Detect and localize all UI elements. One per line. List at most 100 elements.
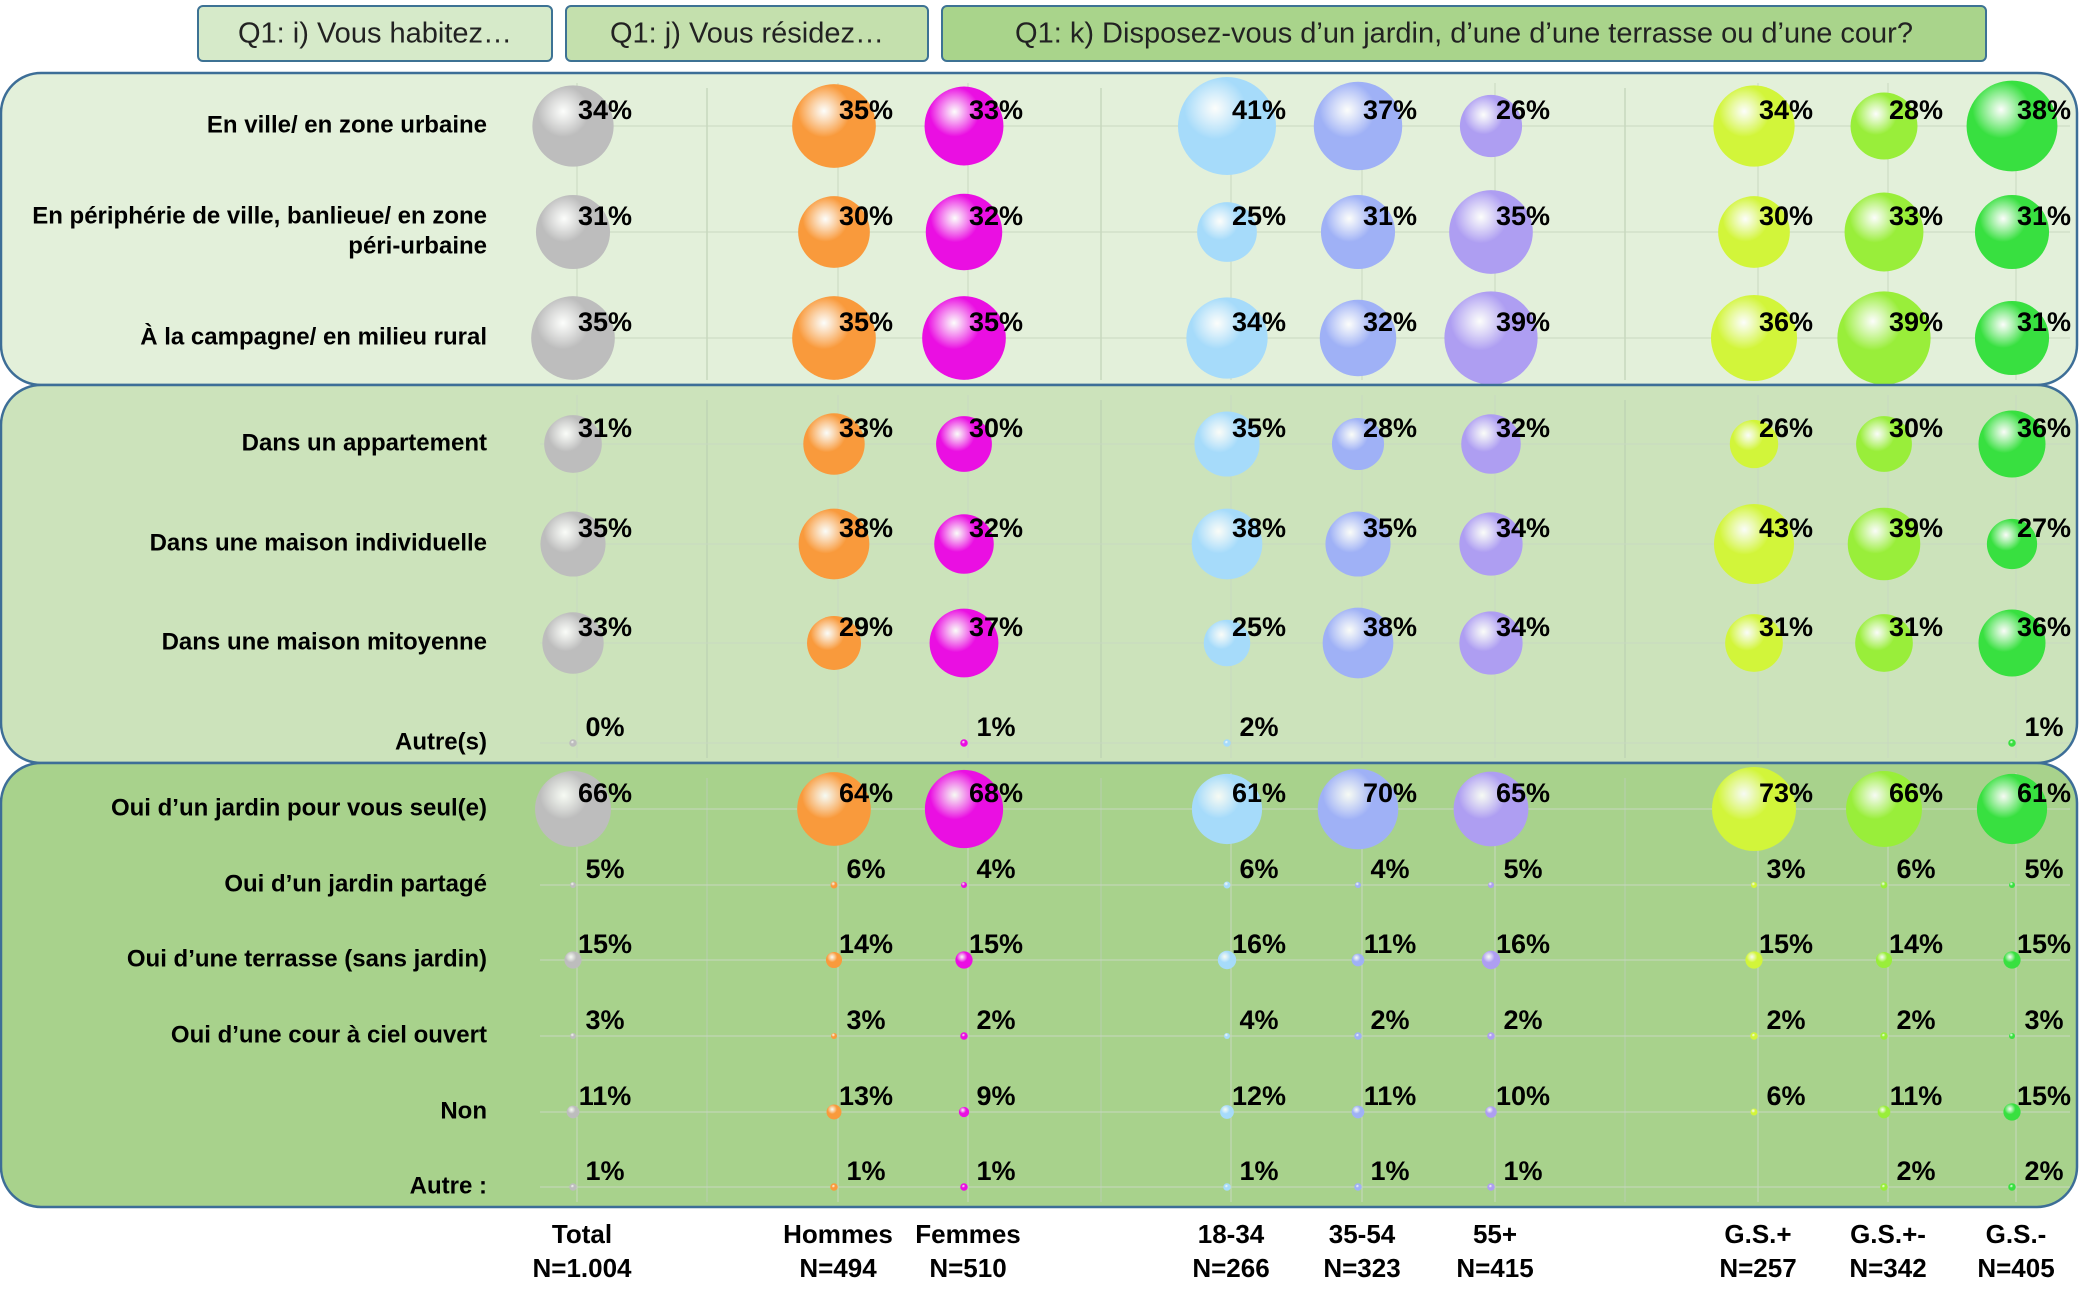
value-label: 2% — [1370, 1005, 1409, 1035]
column-n: N=1.004 — [532, 1253, 632, 1283]
bubble — [1978, 410, 2046, 478]
value-label: 39% — [1889, 307, 1943, 337]
value-label: 16% — [1496, 929, 1550, 959]
column-n: N=405 — [1977, 1253, 2054, 1283]
bubble — [1313, 81, 1403, 171]
value-label: 66% — [578, 778, 632, 808]
bubble — [1485, 1106, 1497, 1118]
bubble — [792, 296, 876, 380]
bubble — [1351, 1105, 1365, 1119]
bubble — [798, 508, 870, 580]
bubble — [1325, 511, 1391, 577]
bubble — [1453, 771, 1529, 847]
bubble — [1850, 92, 1918, 160]
bubble — [535, 194, 611, 270]
row-label: À la campagne/ en milieu rural — [140, 322, 487, 350]
column-n: N=323 — [1323, 1253, 1400, 1283]
bubble — [1986, 518, 2038, 570]
value-label: 3% — [2024, 1005, 2063, 1035]
value-label: 2% — [976, 1005, 1015, 1035]
bubble — [1718, 196, 1790, 268]
column-n: N=342 — [1849, 1253, 1926, 1283]
value-label: 33% — [1889, 201, 1943, 231]
value-label: 25% — [1232, 201, 1286, 231]
value-label: 4% — [976, 854, 1015, 884]
value-label: 36% — [1759, 307, 1813, 337]
bubble — [1846, 771, 1922, 847]
row-label: Non — [440, 1097, 487, 1124]
bubble — [1320, 194, 1396, 270]
value-label: 1% — [2024, 712, 2063, 742]
row-label: Dans une maison individuelle — [150, 529, 487, 556]
bubble — [961, 882, 967, 888]
bubble — [2009, 1033, 2015, 1039]
value-label: 70% — [1363, 778, 1417, 808]
value-label: 35% — [969, 307, 1023, 337]
bubble — [1197, 202, 1257, 262]
value-label: 15% — [2017, 929, 2071, 959]
value-label: 38% — [2017, 95, 2071, 125]
bubble — [825, 951, 843, 969]
bubble — [958, 1106, 970, 1118]
bubble — [1191, 508, 1263, 580]
column-name: G.S.+- — [1850, 1219, 1926, 1249]
value-label: 38% — [1363, 612, 1417, 642]
value-label: 9% — [976, 1081, 1015, 1111]
value-label: 36% — [2017, 413, 2071, 443]
value-label: 1% — [1370, 1156, 1409, 1186]
row-label: Autre : — [410, 1172, 487, 1199]
bubble — [1203, 619, 1251, 667]
value-label: 14% — [839, 929, 893, 959]
bubble — [830, 1183, 838, 1191]
value-label: 5% — [1503, 854, 1542, 884]
bubble — [2008, 739, 2016, 747]
bubble — [1745, 951, 1763, 969]
bubble — [570, 882, 576, 888]
bubble — [1459, 94, 1523, 158]
bubble — [1974, 300, 2050, 376]
bubble — [2003, 951, 2021, 969]
column-name: 35-54 — [1329, 1219, 1396, 1249]
value-label: 35% — [839, 307, 893, 337]
bubble — [564, 951, 582, 969]
value-label: 73% — [1759, 778, 1813, 808]
bubble — [1880, 881, 1888, 889]
value-label: 6% — [1896, 854, 1935, 884]
value-label: 11% — [1364, 1081, 1417, 1111]
value-label: 31% — [2017, 201, 2071, 231]
value-label: 30% — [1759, 201, 1813, 231]
bubble — [1459, 512, 1523, 576]
bubble — [1217, 950, 1237, 970]
bubble — [1186, 297, 1268, 379]
bubble — [1449, 190, 1533, 274]
bubble — [934, 514, 994, 574]
bubble — [1750, 1108, 1758, 1116]
value-label: 14% — [1889, 929, 1943, 959]
value-label: 30% — [969, 413, 1023, 443]
tab — [941, 5, 1987, 62]
bubble — [1837, 291, 1931, 385]
bubble — [1974, 194, 2050, 270]
bubble — [924, 769, 1004, 849]
bubble — [1223, 739, 1231, 747]
row-label: Dans une maison mitoyenne — [162, 628, 487, 655]
value-label: 28% — [1889, 95, 1943, 125]
value-label: 34% — [1759, 95, 1813, 125]
bubble — [1223, 1183, 1231, 1191]
value-label: 35% — [578, 513, 632, 543]
bubble — [936, 416, 992, 472]
value-label: 31% — [2017, 307, 2071, 337]
column-name: G.S.+ — [1724, 1219, 1791, 1249]
value-label: 38% — [1232, 513, 1286, 543]
value-label: 31% — [578, 413, 632, 443]
value-label: 32% — [1496, 413, 1550, 443]
bubble — [1847, 507, 1921, 581]
bubble — [1729, 419, 1779, 469]
value-label: 30% — [1889, 413, 1943, 443]
bubble — [803, 413, 865, 475]
value-label: 2% — [1896, 1005, 1935, 1035]
bubble — [1331, 417, 1385, 471]
value-label: 2% — [2024, 1156, 2063, 1186]
value-label: 27% — [2017, 513, 2071, 543]
